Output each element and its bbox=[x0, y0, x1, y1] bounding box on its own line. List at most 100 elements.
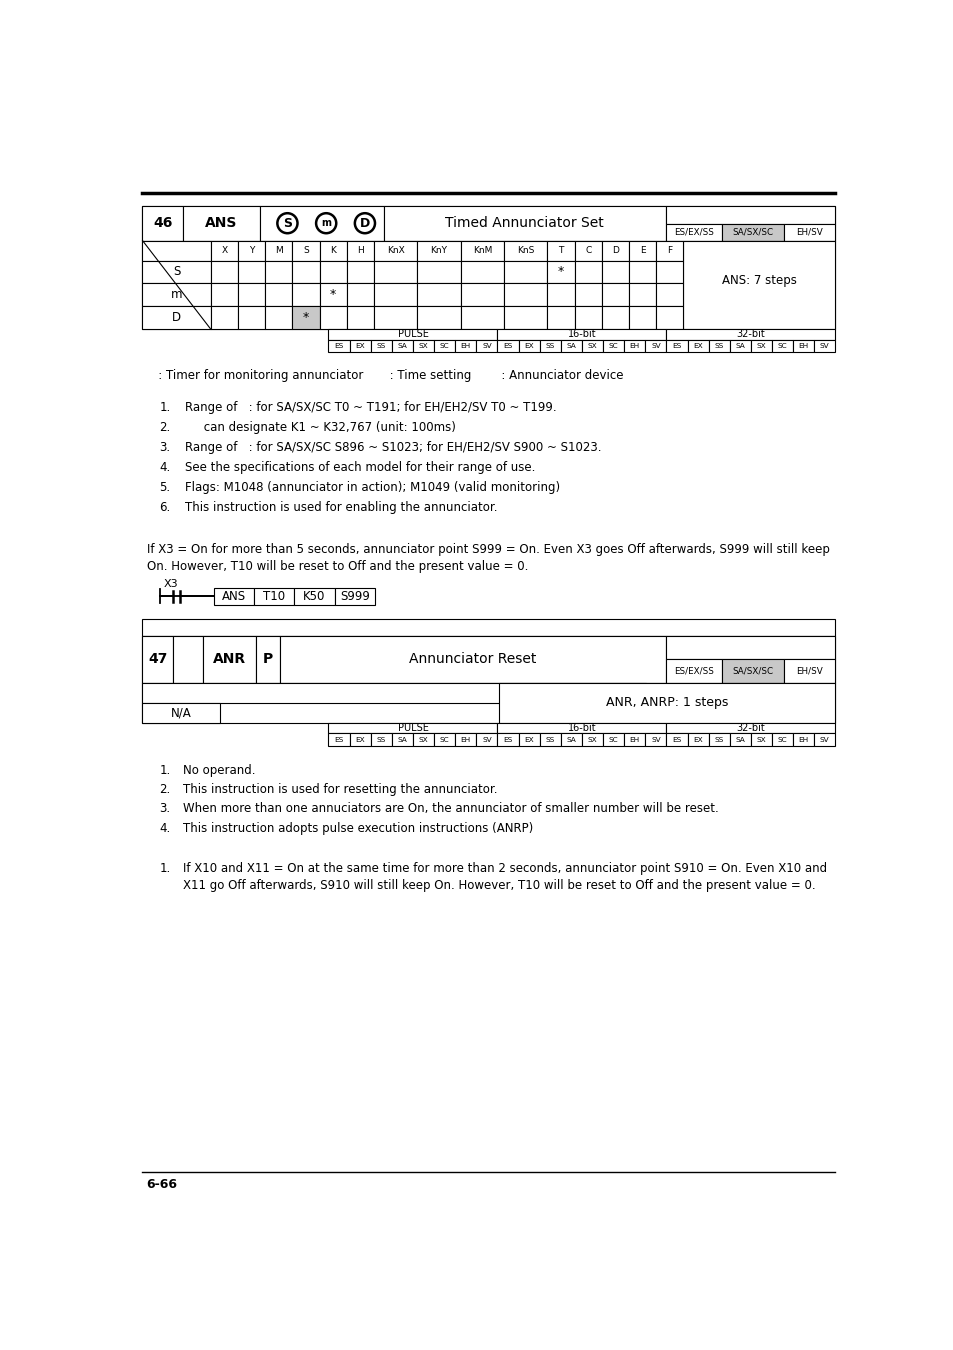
Bar bbox=[708, 340, 729, 352]
Bar bbox=[374, 284, 416, 306]
Bar bbox=[416, 306, 460, 329]
Bar bbox=[413, 340, 434, 352]
Text: SS: SS bbox=[545, 343, 555, 350]
Bar bbox=[142, 620, 835, 636]
Bar bbox=[574, 261, 601, 284]
Bar bbox=[142, 261, 211, 284]
Bar bbox=[574, 306, 601, 329]
Bar bbox=[783, 659, 835, 683]
Text: 6-66: 6-66 bbox=[146, 1179, 177, 1191]
Bar bbox=[347, 284, 374, 306]
Bar bbox=[460, 306, 503, 329]
Bar bbox=[497, 329, 666, 340]
Bar bbox=[497, 733, 518, 745]
Bar bbox=[280, 636, 665, 683]
Bar bbox=[476, 340, 497, 352]
Text: Y: Y bbox=[249, 246, 253, 255]
Text: X: X bbox=[221, 246, 227, 255]
Bar bbox=[265, 240, 292, 261]
Bar bbox=[142, 306, 211, 329]
Text: SC: SC bbox=[439, 737, 449, 742]
Bar bbox=[455, 733, 476, 745]
Text: N/A: N/A bbox=[171, 706, 192, 720]
Bar bbox=[294, 587, 335, 605]
Bar bbox=[560, 733, 581, 745]
Text: EX: EX bbox=[355, 737, 365, 742]
Text: 32-bit: 32-bit bbox=[736, 724, 764, 733]
Text: EH: EH bbox=[798, 343, 808, 350]
Bar bbox=[601, 306, 628, 329]
Text: *: * bbox=[330, 289, 336, 301]
Text: X11 go Off afterwards, S910 will still keep On. However, T10 will be reset to Of: X11 go Off afterwards, S910 will still k… bbox=[183, 879, 815, 892]
Text: 1.: 1. bbox=[159, 764, 171, 776]
Text: 2.: 2. bbox=[159, 421, 171, 435]
Bar bbox=[374, 306, 416, 329]
Bar bbox=[328, 340, 349, 352]
Text: SX: SX bbox=[756, 343, 765, 350]
Text: SS: SS bbox=[376, 343, 386, 350]
Text: No operand.: No operand. bbox=[183, 764, 255, 776]
Bar bbox=[203, 636, 255, 683]
Text: 5.: 5. bbox=[159, 481, 171, 494]
Text: KnM: KnM bbox=[472, 246, 492, 255]
Text: 1.: 1. bbox=[159, 863, 171, 875]
Bar bbox=[656, 306, 682, 329]
Text: On. However, T10 will be reset to Off and the present value = 0.: On. However, T10 will be reset to Off an… bbox=[147, 560, 528, 572]
Bar bbox=[328, 329, 497, 340]
Text: EH: EH bbox=[629, 343, 639, 350]
Text: S999: S999 bbox=[339, 590, 370, 603]
Bar bbox=[497, 722, 666, 733]
Text: KnY: KnY bbox=[430, 246, 447, 255]
Text: 1.: 1. bbox=[159, 401, 171, 414]
Bar bbox=[371, 733, 392, 745]
Text: When more than one annuciators are On, the annunciator of smaller number will be: When more than one annuciators are On, t… bbox=[183, 802, 718, 815]
Bar bbox=[460, 261, 503, 284]
Bar bbox=[623, 340, 644, 352]
Text: S: S bbox=[303, 246, 309, 255]
Bar bbox=[644, 340, 666, 352]
Bar bbox=[547, 306, 574, 329]
Text: EX: EX bbox=[355, 343, 365, 350]
Bar bbox=[416, 240, 460, 261]
Text: SV: SV bbox=[481, 737, 491, 742]
Text: EH/SV: EH/SV bbox=[796, 228, 822, 236]
Text: S: S bbox=[172, 266, 180, 278]
Text: D: D bbox=[611, 246, 618, 255]
Text: ES: ES bbox=[503, 737, 512, 742]
Text: D: D bbox=[172, 310, 181, 324]
Bar bbox=[328, 722, 497, 733]
Bar bbox=[142, 683, 835, 722]
Text: PULSE: PULSE bbox=[397, 329, 428, 339]
Text: K: K bbox=[330, 246, 335, 255]
Text: SS: SS bbox=[545, 737, 555, 742]
Text: ANR, ANRP: 1 steps: ANR, ANRP: 1 steps bbox=[605, 697, 727, 709]
Bar bbox=[687, 733, 708, 745]
Bar bbox=[581, 340, 602, 352]
Bar bbox=[142, 240, 211, 261]
Text: EH: EH bbox=[460, 343, 471, 350]
Text: If X3 = On for more than 5 seconds, annunciator point S999 = On. Even X3 goes Of: If X3 = On for more than 5 seconds, annu… bbox=[147, 543, 829, 556]
Bar bbox=[729, 340, 750, 352]
Bar bbox=[460, 240, 503, 261]
Bar bbox=[602, 733, 623, 745]
Text: KnS: KnS bbox=[517, 246, 534, 255]
Bar bbox=[292, 284, 319, 306]
Text: Timed Annunciator Set: Timed Annunciator Set bbox=[445, 216, 603, 231]
Bar bbox=[601, 261, 628, 284]
Text: 46: 46 bbox=[152, 216, 172, 231]
Bar bbox=[213, 587, 253, 605]
Text: SX: SX bbox=[418, 737, 428, 742]
Bar bbox=[771, 340, 792, 352]
Text: : Timer for monitoring annunciator       : Time setting        : Annunciator dev: : Timer for monitoring annunciator : Tim… bbox=[147, 369, 623, 382]
Bar bbox=[656, 261, 682, 284]
Bar bbox=[601, 240, 628, 261]
Bar bbox=[750, 340, 771, 352]
Text: SX: SX bbox=[587, 737, 597, 742]
Bar bbox=[237, 306, 265, 329]
Bar bbox=[666, 329, 835, 340]
Bar bbox=[503, 284, 547, 306]
Bar bbox=[503, 261, 547, 284]
Text: SV: SV bbox=[820, 737, 829, 742]
Text: ANS: ANS bbox=[205, 216, 237, 231]
Bar bbox=[416, 261, 460, 284]
